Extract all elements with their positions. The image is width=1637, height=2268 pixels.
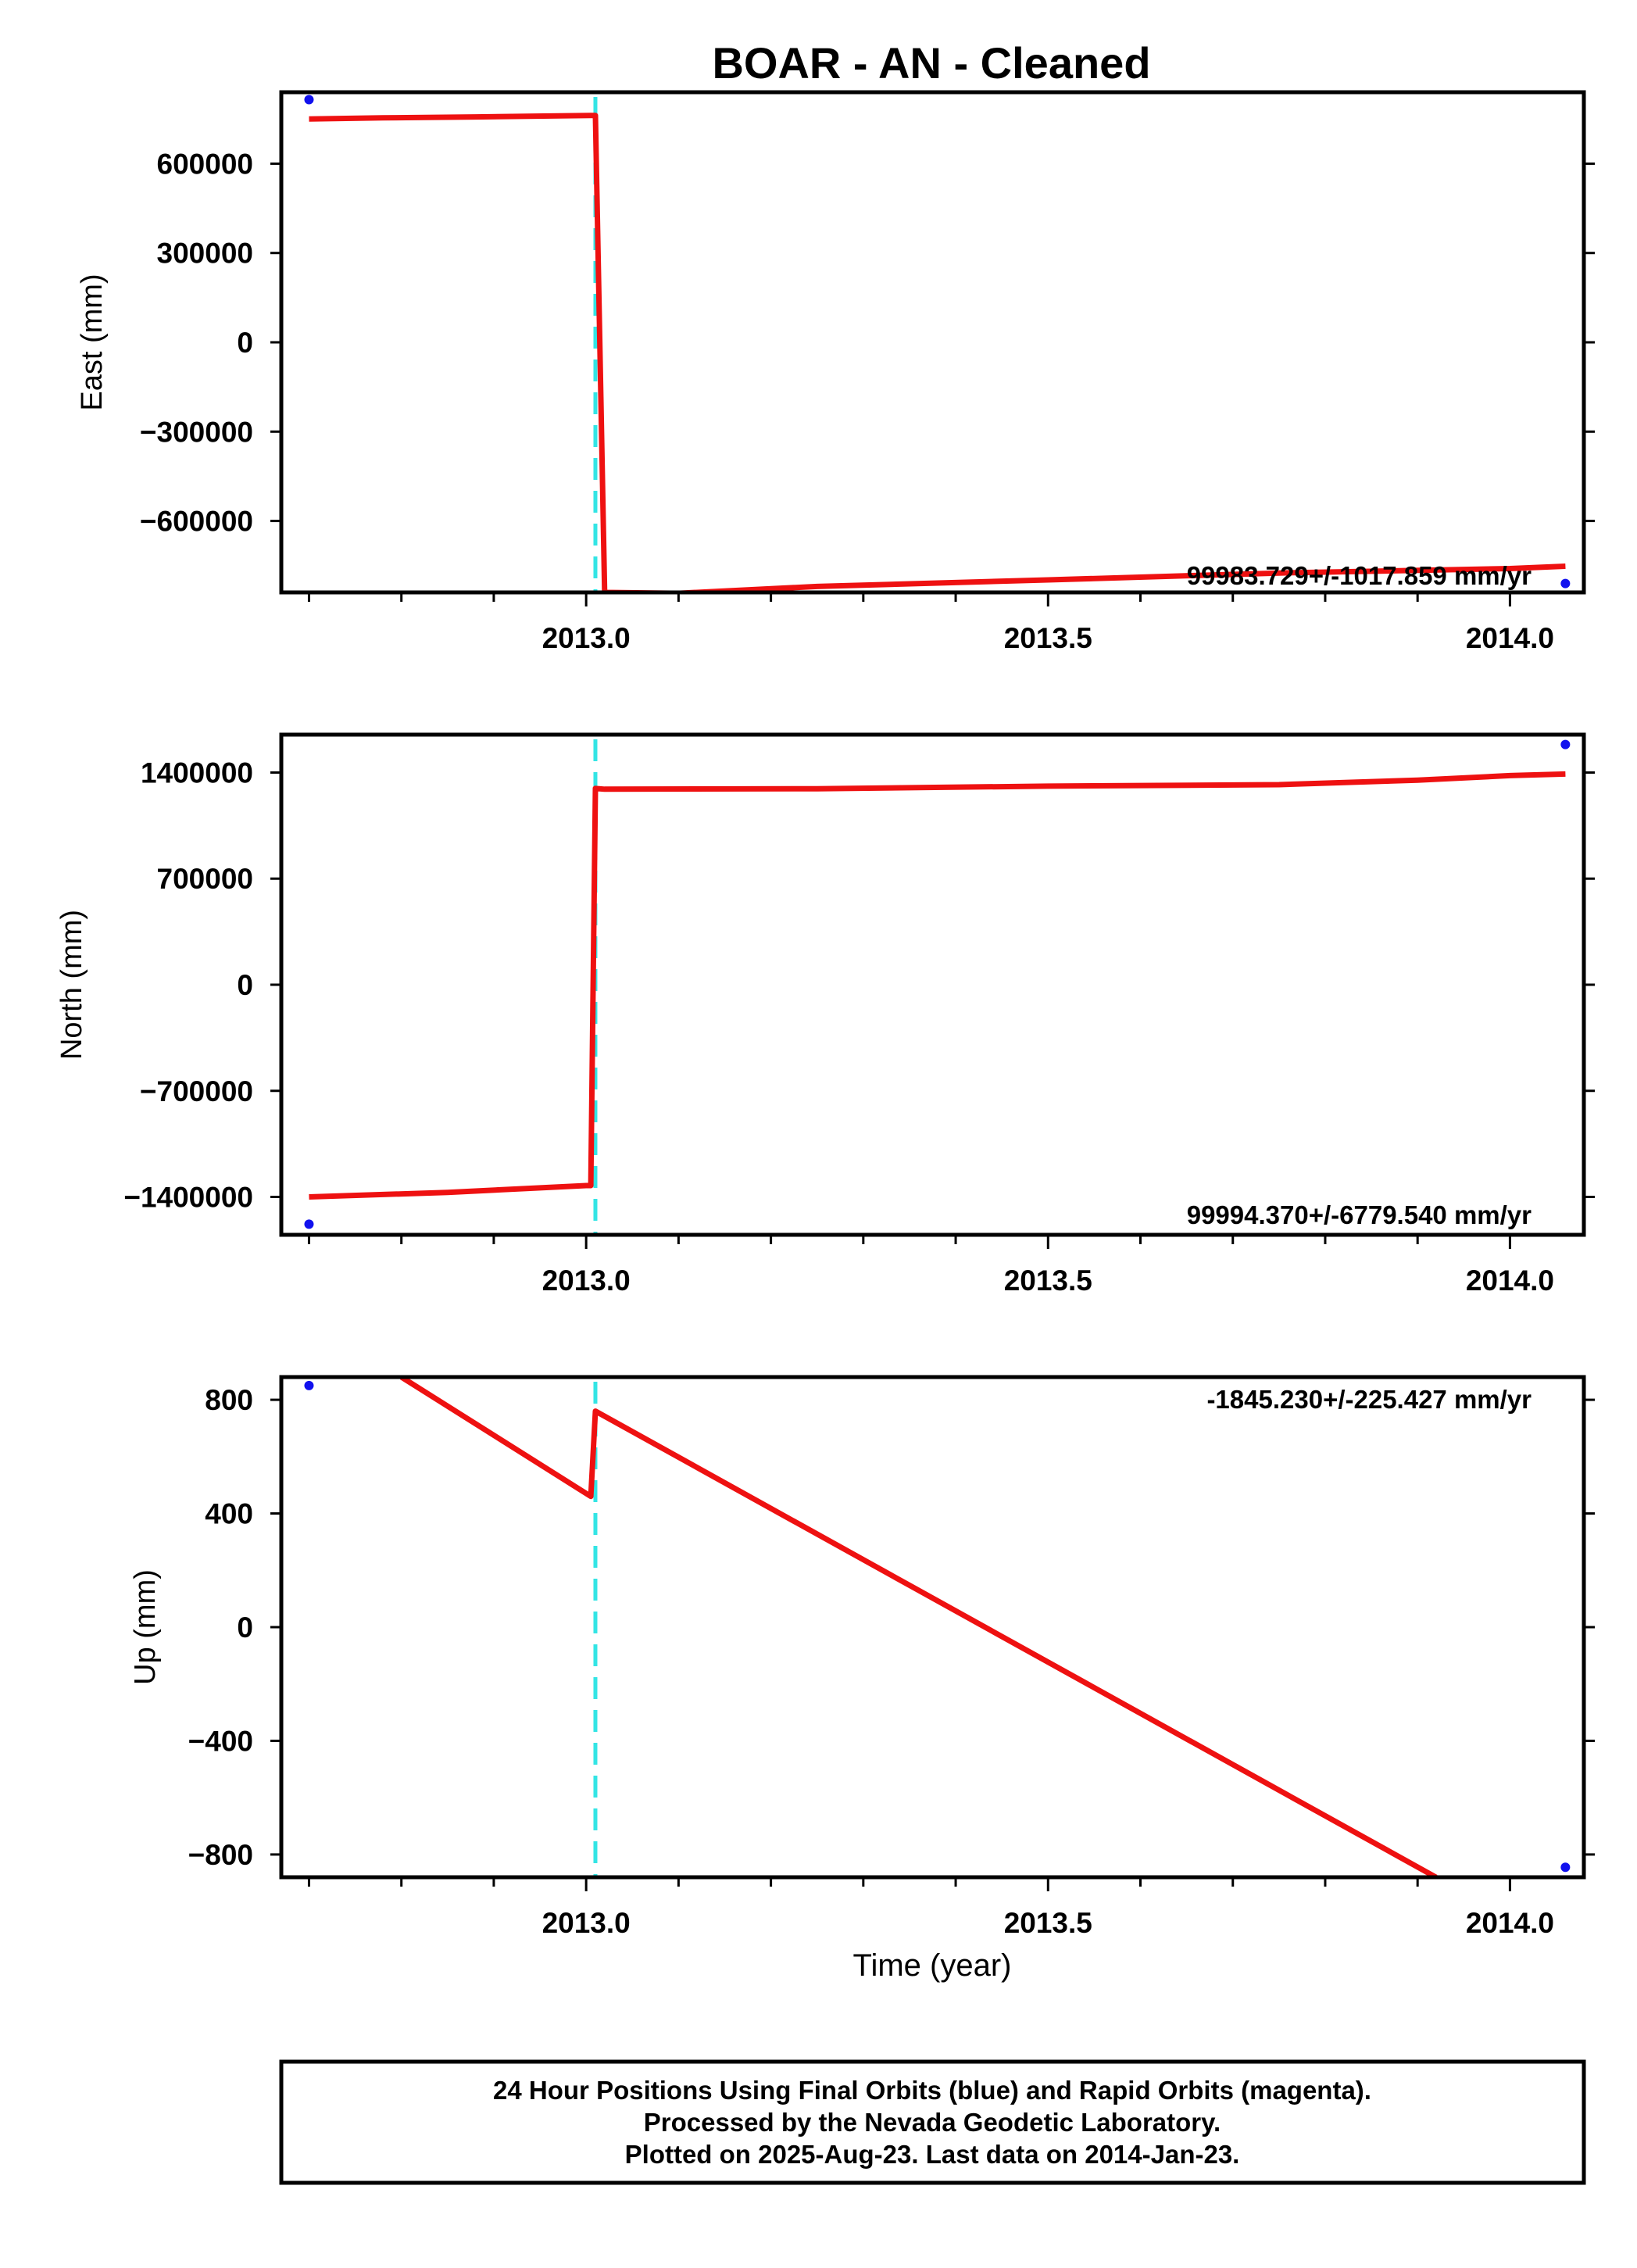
north-y-tick-label: −1400000 [123, 1182, 253, 1214]
north-x-tick-label: 2014.0 [1466, 1265, 1554, 1297]
east-y-tick-label: −600000 [140, 506, 253, 538]
east-x-tick-label: 2014.0 [1466, 622, 1554, 654]
up-y-tick-label: 0 [237, 1612, 253, 1644]
footer-box: 24 Hour Positions Using Final Orbits (bl… [279, 2059, 1586, 2185]
up-x-tick-label: 2013.5 [1004, 1907, 1092, 1939]
footer-line-1: 24 Hour Positions Using Final Orbits (bl… [493, 2076, 1371, 2105]
east-plot-area [309, 97, 1566, 592]
up-y-tick-label: −400 [188, 1725, 253, 1757]
up-panel: 2013.0 2013.5 2014.0 800 400 0 −400 −800 Up (mm… [129, 1375, 1595, 1939]
east-panel: 2013.0 2013.5 2014.0 600000 300000 0 −300000 −6… [76, 90, 1595, 654]
north-x-tick-label: 2013.5 [1004, 1265, 1092, 1297]
up-y-axis-label: Up (mm) [129, 1569, 162, 1685]
footer-line-3: Plotted on 2025-Aug-23. Last data on 201… [625, 2140, 1240, 2169]
east-y-tick-label: 600000 [157, 148, 253, 180]
east-x-tick-label: 2013.0 [542, 622, 631, 654]
east-y-axis-label: East (mm) [76, 274, 109, 410]
north-x-tick-label: 2013.0 [542, 1265, 631, 1297]
east-rate-label: 99983.729+/-1017.859 mm/yr [1187, 561, 1532, 590]
east-y-tick-label: 0 [237, 327, 253, 359]
up-ticks: 2013.0 2013.5 2014.0 800 400 0 −400 −800 [188, 1384, 1595, 1939]
east-x-tick-label: 2013.5 [1004, 622, 1092, 654]
north-y-tick-label: 0 [237, 969, 253, 1001]
north-y-tick-label: −700000 [140, 1075, 253, 1107]
up-model-line [399, 1377, 1438, 1877]
footer-line-2: Processed by the Nevada Geodetic Laborat… [644, 2108, 1221, 2137]
up-y-tick-label: 400 [205, 1498, 253, 1530]
north-model-line [309, 771, 1566, 1200]
north-data-point [304, 1219, 314, 1229]
up-y-tick-label: −800 [188, 1839, 253, 1871]
north-rate-label: 99994.370+/-6779.540 mm/yr [1187, 1200, 1532, 1229]
east-y-tick-label: 300000 [157, 238, 253, 270]
up-rate-label: -1845.230+/-225.427 mm/yr [1206, 1385, 1532, 1414]
north-plot-area [309, 739, 1566, 1235]
north-y-tick-label: 1400000 [141, 757, 253, 789]
east-y-tick-label: −300000 [140, 416, 253, 448]
footer-frame [279, 2059, 1586, 2185]
north-y-axis-label: North (mm) [55, 910, 88, 1060]
north-data-point [1560, 739, 1571, 749]
east-ticks: 2013.0 2013.5 2014.0 600000 300000 0 −300000 −6… [140, 148, 1595, 654]
x-axis-label: Time (year) [853, 1948, 1012, 1983]
east-data-point [1560, 578, 1571, 588]
up-x-tick-label: 2014.0 [1466, 1907, 1554, 1939]
north-ticks: 2013.0 2013.5 2014.0 1400000 700000 0 −700000 −… [123, 757, 1595, 1297]
up-plot-area [399, 1377, 1438, 1877]
up-x-tick-label: 2013.0 [542, 1907, 631, 1939]
north-panel: 2013.0 2013.5 2014.0 1400000 700000 0 −700000 −… [55, 732, 1595, 1297]
up-data-point [304, 1380, 314, 1390]
up-y-tick-label: 800 [205, 1384, 253, 1416]
east-data-point [304, 95, 314, 105]
up-data-point [1560, 1862, 1571, 1873]
chart-title: BOAR - AN - Cleaned [712, 38, 1150, 88]
east-model-line [309, 113, 1566, 592]
north-y-tick-label: 700000 [157, 863, 253, 895]
